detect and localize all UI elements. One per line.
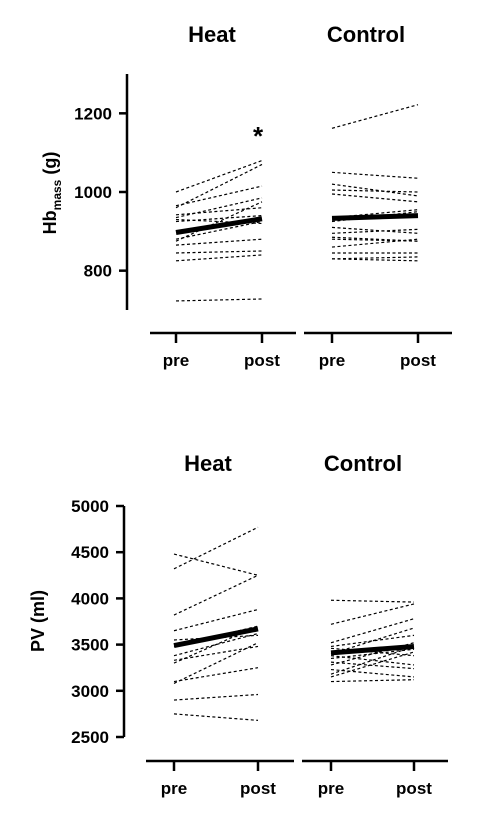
x-ticks: pre post pre post (163, 333, 436, 370)
subject-line (331, 189, 419, 193)
subject-line (330, 651, 415, 678)
subject-line (331, 104, 419, 129)
subject-line (175, 215, 263, 223)
y-ticks: 800 1000 1200 (74, 104, 127, 281)
subject-line (330, 627, 415, 655)
subject-line (331, 226, 419, 234)
subject-line (330, 603, 415, 625)
subject-line (331, 183, 419, 197)
subject-line (175, 250, 263, 254)
subject-line (330, 618, 415, 644)
y-tick-label: 4000 (71, 589, 109, 608)
subject-line (175, 254, 263, 262)
subject-line (173, 625, 259, 664)
x-tick-label-post: post (240, 779, 276, 798)
subject-line (331, 171, 419, 179)
x-tick-label-pre: pre (319, 351, 345, 370)
x-tick-label-pre: pre (163, 351, 189, 370)
subject-line (330, 661, 415, 670)
subject-line (173, 713, 259, 721)
panel-title-control-pv: Control (324, 451, 402, 476)
mean-line (330, 643, 415, 656)
mean-line (175, 216, 263, 235)
subject-line (330, 634, 415, 648)
x-tick-label-pre: pre (318, 779, 344, 798)
subject-line (175, 238, 263, 246)
subject-line (175, 197, 263, 219)
subject-line (331, 193, 419, 203)
mean-line (173, 626, 259, 648)
significance-asterisk: * (253, 121, 264, 151)
subject-line (330, 648, 415, 660)
panel-title-heat-hbmass: Heat (188, 22, 236, 47)
subject-line (173, 526, 259, 570)
x-ticks: pre post pre post (161, 761, 432, 798)
panel-title-heat-pv: Heat (184, 451, 232, 476)
x-tick-label-post: post (400, 351, 436, 370)
subject-line (173, 553, 259, 576)
y-tick-label: 800 (84, 262, 112, 281)
y-axis-label-main: Hb (40, 210, 60, 234)
subject-line (173, 642, 259, 684)
y-tick-label: 3500 (71, 636, 109, 655)
subject-line (175, 298, 263, 302)
subject-line (175, 159, 263, 193)
subject-line (331, 238, 419, 248)
subject-line (173, 608, 259, 632)
y-axis-label-hbmass: Hbmass (g) (40, 152, 64, 235)
pv-chart: Heat Control PV (ml) 2500 3000 3500 4000 450… (28, 451, 448, 798)
plot-lines (175, 104, 419, 302)
y-tick-label: 1200 (74, 104, 112, 123)
subject-line (330, 645, 415, 675)
subject-line (175, 185, 263, 207)
y-tick-label: 3000 (71, 682, 109, 701)
subject-line (330, 679, 415, 683)
panel-title-control-hbmass: Control (327, 22, 405, 47)
subject-line (175, 163, 263, 209)
subject-line (175, 220, 263, 240)
subject-line (331, 228, 419, 234)
subject-line (175, 207, 263, 216)
subject-line (173, 632, 259, 657)
subject-line (173, 667, 259, 683)
subject-line (331, 256, 419, 260)
subject-line (331, 258, 419, 262)
y-tick-label: 1000 (74, 183, 112, 202)
y-tick-label: 5000 (71, 497, 109, 516)
subject-line (175, 201, 263, 242)
x-tick-label-pre: pre (161, 779, 187, 798)
y-axis-label-pv: PV (ml) (28, 590, 48, 652)
subject-line (330, 599, 415, 603)
subject-line (173, 574, 259, 616)
y-axis-label-subscript: mass (50, 179, 64, 210)
y-ticks: 2500 3000 3500 4000 4500 5000 (71, 497, 124, 747)
subject-line (331, 211, 419, 223)
y-axis-label-unit: (g) (40, 152, 60, 180)
y-tick-label: 2500 (71, 728, 109, 747)
subject-line (331, 209, 419, 219)
mean-line (331, 213, 419, 221)
x-tick-label-post: post (244, 351, 280, 370)
y-tick-label: 4500 (71, 543, 109, 562)
x-tick-label-post: post (396, 779, 432, 798)
subject-line (173, 693, 259, 701)
plot-lines (173, 526, 415, 721)
subject-line (330, 668, 415, 678)
